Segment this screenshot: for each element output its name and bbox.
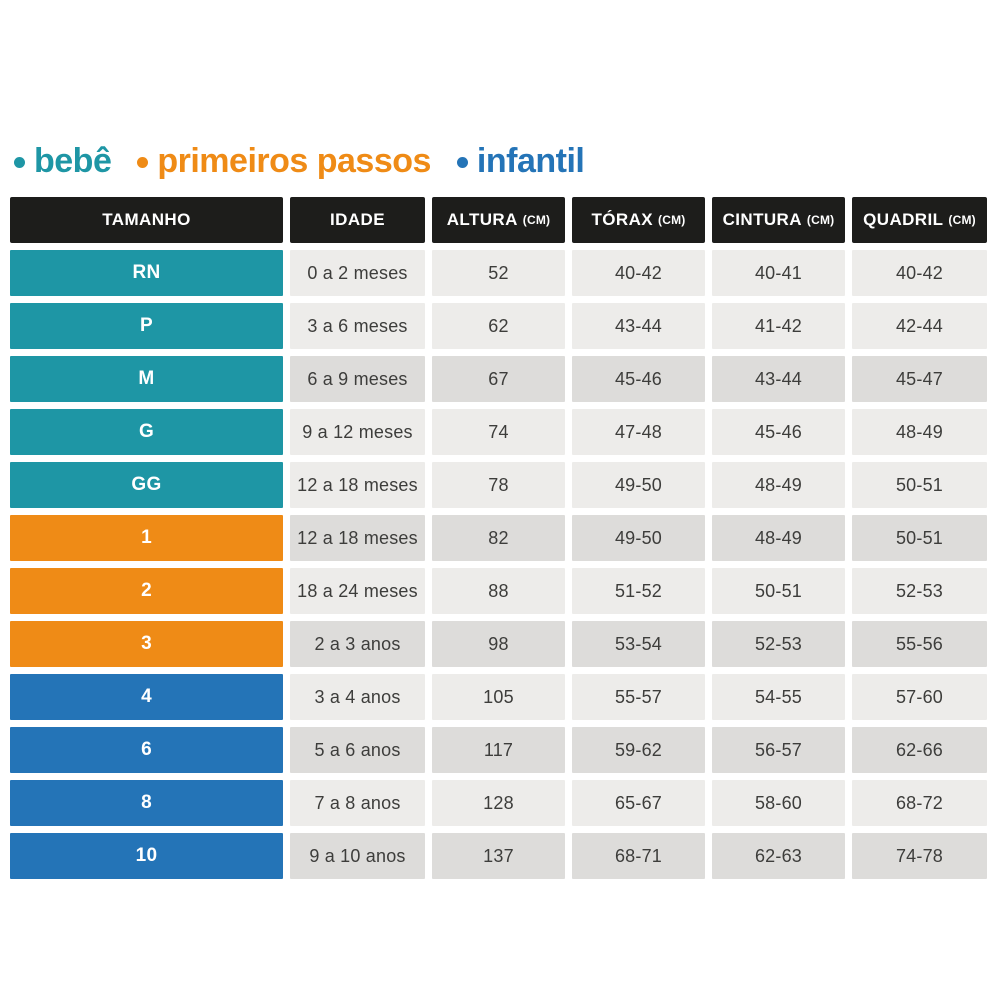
size-cell: 1	[10, 515, 283, 561]
quadril-cell: 62-66	[852, 727, 987, 773]
size-cell: 10	[10, 833, 283, 879]
idade-cell: 3 a 6 meses	[290, 303, 425, 349]
bullet-icon	[14, 157, 25, 168]
altura-cell: 88	[432, 568, 565, 614]
altura-cell: 67	[432, 356, 565, 402]
header-cell-cintura: CINTURA (CM)	[712, 197, 845, 243]
bullet-icon	[456, 157, 468, 168]
header-unit: (CM)	[658, 213, 686, 227]
header-cell-tamanho: TAMANHO	[10, 197, 283, 243]
quadril-cell: 45-47	[852, 356, 987, 402]
altura-cell: 98	[432, 621, 565, 667]
header-label: ALTURA	[446, 210, 518, 229]
idade-cell: 0 a 2 meses	[290, 250, 425, 296]
cintura-cell: 54-55	[712, 674, 845, 720]
cintura-cell: 62-63	[712, 833, 845, 879]
quadril-cell: 42-44	[852, 303, 987, 349]
cintura-cell: 52-53	[712, 621, 845, 667]
altura-cell: 78	[432, 462, 565, 508]
cintura-cell: 56-57	[712, 727, 845, 773]
cintura-cell: 50-51	[712, 568, 845, 614]
idade-cell: 12 a 18 meses	[290, 515, 425, 561]
altura-cell: 74	[432, 409, 565, 455]
quadril-cell: 52-53	[852, 568, 987, 614]
legend-label-bebe: bebê	[34, 142, 112, 180]
size-cell: 6	[10, 727, 283, 773]
torax-cell: 45-46	[572, 356, 705, 402]
header-label: TAMANHO	[102, 210, 191, 229]
cintura-cell: 43-44	[712, 356, 845, 402]
cintura-cell: 48-49	[712, 515, 845, 561]
torax-cell: 47-48	[572, 409, 705, 455]
altura-cell: 137	[432, 833, 565, 879]
header-label: QUADRIL	[863, 210, 944, 229]
idade-cell: 9 a 12 meses	[290, 409, 425, 455]
quadril-cell: 40-42	[852, 250, 987, 296]
header-label: TÓRAX	[591, 210, 654, 229]
torax-cell: 59-62	[572, 727, 705, 773]
header-cell-torax: TÓRAX (CM)	[572, 197, 705, 243]
bullet-icon	[137, 157, 149, 168]
quadril-cell: 68-72	[852, 780, 987, 826]
torax-cell: 68-71	[572, 833, 705, 879]
legend-item-infantil: infantil	[456, 142, 585, 180]
quadril-cell: 57-60	[852, 674, 987, 720]
cintura-cell: 58-60	[712, 780, 845, 826]
size-cell: RN	[10, 250, 283, 296]
idade-cell: 7 a 8 anos	[290, 780, 425, 826]
size-cell: GG	[10, 462, 283, 508]
torax-cell: 49-50	[572, 515, 705, 561]
size-cell: P	[10, 303, 283, 349]
altura-cell: 117	[432, 727, 565, 773]
legend-label-primeiros-passos: primeiros passos	[157, 142, 431, 180]
altura-cell: 52	[432, 250, 565, 296]
cintura-cell: 45-46	[712, 409, 845, 455]
size-group-legend: bebê primeiros passos infantil	[14, 142, 585, 180]
size-cell: M	[10, 356, 283, 402]
size-chart-table: TAMANHO IDADE ALTURA (CM) TÓRAX (CM) CINTU…	[10, 197, 987, 879]
size-cell: 2	[10, 568, 283, 614]
altura-cell: 82	[432, 515, 565, 561]
torax-cell: 49-50	[572, 462, 705, 508]
idade-cell: 5 a 6 anos	[290, 727, 425, 773]
size-cell: 4	[10, 674, 283, 720]
idade-cell: 18 a 24 meses	[290, 568, 425, 614]
legend-item-primeiros-passos: primeiros passos	[137, 144, 431, 178]
torax-cell: 65-67	[572, 780, 705, 826]
legend-label-infantil: infantil	[476, 142, 585, 180]
altura-cell: 62	[432, 303, 565, 349]
altura-cell: 105	[432, 674, 565, 720]
idade-cell: 6 a 9 meses	[290, 356, 425, 402]
header-unit: (CM)	[948, 213, 976, 227]
idade-cell: 3 a 4 anos	[290, 674, 425, 720]
torax-cell: 40-42	[572, 250, 705, 296]
idade-cell: 2 a 3 anos	[290, 621, 425, 667]
header-label: CINTURA	[722, 210, 802, 229]
altura-cell: 128	[432, 780, 565, 826]
header-unit: (CM)	[522, 213, 551, 227]
torax-cell: 43-44	[572, 303, 705, 349]
cintura-cell: 41-42	[712, 303, 845, 349]
idade-cell: 9 a 10 anos	[290, 833, 425, 879]
cintura-cell: 48-49	[712, 462, 845, 508]
quadril-cell: 48-49	[852, 409, 987, 455]
header-cell-altura: ALTURA (CM)	[432, 197, 565, 243]
size-cell: G	[10, 409, 283, 455]
header-label: IDADE	[330, 210, 385, 229]
idade-cell: 12 a 18 meses	[290, 462, 425, 508]
quadril-cell: 50-51	[852, 462, 987, 508]
cintura-cell: 40-41	[712, 250, 845, 296]
legend-item-bebe: bebê	[14, 142, 112, 180]
torax-cell: 51-52	[572, 568, 705, 614]
torax-cell: 55-57	[572, 674, 705, 720]
size-cell: 3	[10, 621, 283, 667]
quadril-cell: 55-56	[852, 621, 987, 667]
quadril-cell: 74-78	[852, 833, 987, 879]
header-unit: (CM)	[806, 213, 835, 227]
header-cell-quadril: QUADRIL (CM)	[852, 197, 987, 243]
size-cell: 8	[10, 780, 283, 826]
torax-cell: 53-54	[572, 621, 705, 667]
quadril-cell: 50-51	[852, 515, 987, 561]
header-cell-idade: IDADE	[290, 197, 425, 243]
